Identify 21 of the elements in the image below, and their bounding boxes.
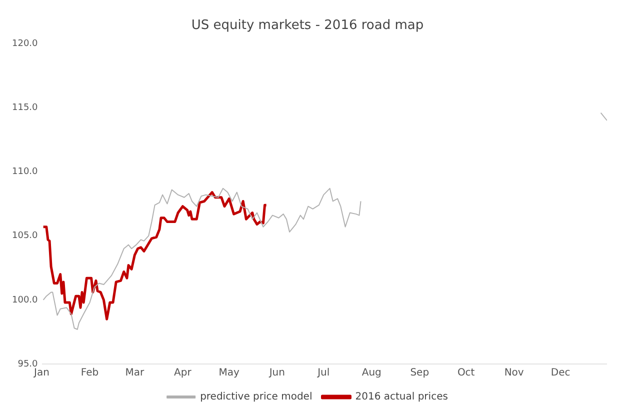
y-tick-label: 95.0 (18, 359, 38, 370)
y-tick-label: 115.0 (12, 103, 38, 114)
y-tick-label: 120.0 (12, 38, 38, 49)
y-tick-label: 100.0 (12, 295, 38, 306)
x-tick-label: Mar (125, 368, 145, 379)
y-tick-label: 110.0 (12, 167, 38, 178)
x-tick-label: Dec (550, 368, 570, 379)
x-tick-label: Jun (268, 368, 285, 379)
x-tick-label: Jan (33, 368, 50, 379)
y-tick-label: 105.0 (12, 231, 38, 242)
x-tick-label: Oct (457, 368, 475, 379)
x-tick-label: Apr (174, 368, 192, 379)
x-tick-label: Jul (316, 368, 330, 379)
x-tick-label: May (218, 368, 240, 379)
x-tick-label: Feb (80, 368, 99, 379)
x-tick-label: Aug (362, 368, 382, 379)
chart-title: US equity markets - 2016 road map (191, 18, 424, 34)
legend-label: predictive price model (200, 392, 312, 403)
x-tick-label: Sep (410, 368, 430, 379)
legend-label: 2016 actual prices (355, 392, 448, 403)
x-tick-label: Nov (504, 368, 524, 379)
